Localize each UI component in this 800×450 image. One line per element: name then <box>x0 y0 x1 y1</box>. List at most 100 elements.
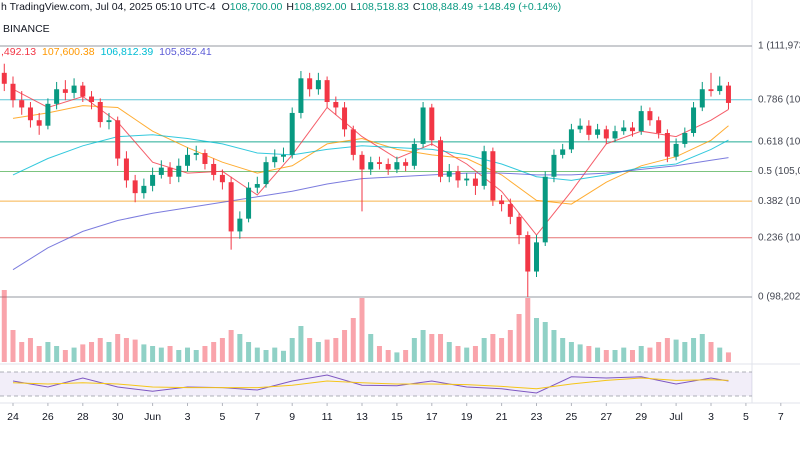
candle-body <box>167 167 173 177</box>
fib-label: 0.236 (101 <box>758 232 800 243</box>
x-tick-label: 25 <box>566 411 578 423</box>
volume-bar <box>132 339 138 362</box>
candle-body <box>307 78 313 90</box>
candle-body <box>254 184 260 188</box>
volume-bar <box>673 339 679 362</box>
candle-body <box>682 132 688 144</box>
candle-body <box>612 131 618 139</box>
volume-bar <box>150 346 156 362</box>
volume-bar <box>185 347 191 362</box>
volume-bar <box>350 318 356 362</box>
fib-label: 0.5 (105,08 <box>758 166 800 177</box>
volume-bar <box>516 314 522 362</box>
candle-body <box>603 129 609 139</box>
candle-body <box>350 129 356 155</box>
x-tick-label: 7 <box>254 411 260 423</box>
candle-body <box>193 153 199 155</box>
candle-body <box>132 180 138 194</box>
candle-body <box>219 174 225 183</box>
ohlc-value: 108,848.49 <box>420 1 473 13</box>
volume-bar <box>542 322 548 362</box>
candle-body <box>499 200 505 205</box>
candle-body <box>472 178 478 186</box>
candle-body <box>464 178 470 181</box>
volume-bar <box>219 338 225 362</box>
volume-bar <box>80 344 86 362</box>
volume-bar <box>71 347 77 362</box>
ohlc-key: C <box>413 1 421 13</box>
x-tick-label: Jun <box>144 411 161 423</box>
x-tick-label: 30 <box>112 411 124 423</box>
volume-bar <box>246 342 252 362</box>
candle-body <box>176 165 182 177</box>
candle-body <box>490 151 496 201</box>
volume-bar <box>211 342 217 362</box>
volume-bar <box>237 334 243 362</box>
volume-bar <box>141 344 147 362</box>
volume-bar <box>621 347 627 362</box>
candle-body <box>455 171 461 181</box>
candle-body <box>577 125 583 130</box>
volume-bar <box>394 352 400 362</box>
volume-bar <box>315 342 321 362</box>
volume-bar <box>1 290 7 362</box>
x-tick-label: 26 <box>42 411 54 423</box>
candle-body <box>1 72 7 84</box>
volume-bar <box>472 346 478 362</box>
candle-body <box>725 85 731 103</box>
volume-bar <box>725 352 731 362</box>
candle-body <box>647 111 653 121</box>
volume-bar <box>123 338 129 362</box>
volume-bar <box>568 342 574 362</box>
candle-body <box>333 102 339 108</box>
volume-bar <box>324 339 330 362</box>
candle-body <box>438 140 444 177</box>
candle-body <box>123 158 129 181</box>
volume-bar <box>307 338 313 362</box>
ma-value: 106,812.39 <box>101 46 154 58</box>
volume-bar <box>10 330 16 362</box>
candle-body <box>516 216 522 236</box>
x-tick-label: 11 <box>322 411 333 423</box>
moving-average <box>12 88 729 236</box>
volume-bar <box>62 350 68 362</box>
candle-body <box>10 83 16 101</box>
volume-bar <box>429 334 435 362</box>
candle-body <box>673 143 679 157</box>
candle-body <box>708 89 714 92</box>
exchange: BINANCE <box>3 23 50 35</box>
ohlc-key: L <box>350 1 356 13</box>
x-tick-label: 28 <box>77 411 89 423</box>
fib-label: 0 (98,202.4 <box>758 292 800 303</box>
candle-body <box>420 107 426 144</box>
candle-body <box>272 156 278 163</box>
source: h TradingView.com, Jul 04, 2025 05:10 UT… <box>1 1 216 13</box>
volume-bar <box>682 342 688 362</box>
candle-body <box>481 151 487 186</box>
ohlc-key: H <box>286 1 294 13</box>
candle-body <box>45 103 51 126</box>
ohlc-key: O <box>222 1 230 13</box>
candle-body <box>158 167 164 175</box>
volume-bar <box>202 346 208 362</box>
candle-body <box>586 125 592 135</box>
x-tick-label: 19 <box>461 411 473 423</box>
candle-body <box>36 120 42 126</box>
x-tick-label: 21 <box>496 411 508 423</box>
volume-bar <box>577 344 583 362</box>
volume-bar <box>272 347 278 362</box>
candle-body <box>211 163 217 175</box>
candle-body <box>342 107 348 130</box>
x-tick-label: 3 <box>185 411 191 423</box>
volume-bar <box>27 338 33 362</box>
candle-body <box>385 163 391 170</box>
volume-bar <box>507 330 513 362</box>
volume-bar <box>560 338 566 362</box>
x-tick-label: 27 <box>600 411 612 423</box>
candle-body <box>568 129 574 150</box>
x-tick-label: 9 <box>289 411 295 423</box>
volume-bar <box>19 342 25 362</box>
volume-bar <box>385 350 391 362</box>
x-tick-label: Jul <box>669 411 682 423</box>
